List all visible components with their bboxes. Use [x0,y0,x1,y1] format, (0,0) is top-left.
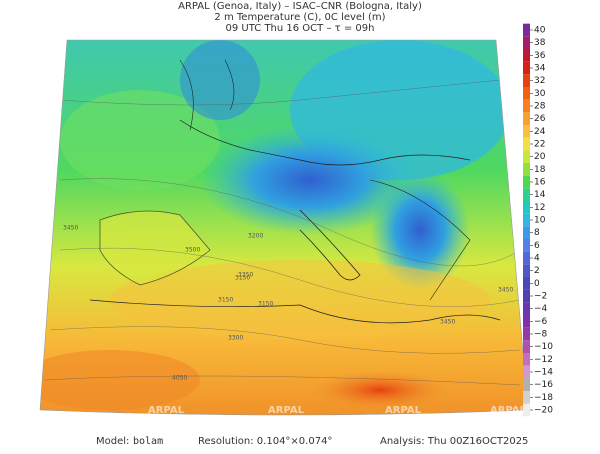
colorbar-label: 30 [534,89,546,99]
colorbar-swatch [523,353,530,366]
colorbar-swatch [523,23,530,37]
contour-label: 3450 [440,319,455,326]
colorbar-label: 26 [534,114,546,124]
watermark: ARPAL [148,405,185,416]
colorbar-swatch [523,74,530,87]
contour-label: 3450 [498,287,513,294]
colorbar-swatch [523,289,530,303]
colorbar-label: 10 [534,216,546,226]
colorbar-label: −2 [534,292,547,302]
colorbar-label: 12 [534,203,545,213]
colorbar-swatch [523,125,530,138]
colorbar-swatch [523,277,530,290]
colorbar-label: 28 [534,102,546,112]
colorbar-label: 24 [534,127,546,137]
contour-label: 3500 [185,247,200,254]
colorbar-label: 4 [534,254,540,264]
colorbar-label: 22 [534,140,545,150]
header-line: 2 m Temperature (C), 0C level (m) [214,12,385,23]
contour-label: 3200 [248,233,263,240]
colorbar-label: 14 [534,190,546,200]
colorbar-swatch [523,175,530,189]
colorbar-swatch [523,403,530,417]
resolution: Resolution: 0.104°×0.074° [198,436,332,447]
contour-label: 3150 [258,301,273,308]
watermark: ARPAL [268,405,305,416]
colorbar-label: 8 [534,228,540,238]
colorbar-swatch [523,112,530,125]
contour-label: 3350 [238,272,253,279]
model-label: Model: [96,436,129,447]
colorbar-label: −12 [534,355,553,365]
colorbar-swatch [523,188,530,201]
colorbar-label: −20 [534,406,553,416]
model: bolam [133,436,163,447]
colorbar-label: 38 [534,38,546,48]
colorbar-swatch [523,302,530,315]
colorbar-swatch [523,213,530,227]
colorbar-swatch [523,137,530,151]
colorbar-swatch [523,150,530,163]
colorbar: 4038363432302826242220181614121086420−2−… [523,23,553,417]
colorbar-swatch [523,163,530,176]
colorbar-label: 34 [534,64,546,74]
contour-label: 3300 [228,335,243,342]
contour-label: 4050 [172,375,187,382]
colorbar-swatch [523,365,530,379]
colorbar-label: 2 [534,266,540,276]
colorbar-swatch [523,340,530,353]
colorbar-swatch [523,315,530,328]
colorbar-label: 6 [534,241,540,251]
contour-label: 3150 [218,297,233,304]
header: ARPAL (Genoa, Italy) – ISAC–CNR (Bologna… [178,1,422,34]
colorbar-label: −18 [534,393,553,403]
colorbar-swatch [523,61,530,75]
colorbar-swatch [523,251,530,265]
colorbar-label: 16 [534,178,546,188]
colorbar-label: 32 [534,76,545,86]
colorbar-label: 40 [534,26,546,36]
colorbar-label: 36 [534,51,546,61]
watermark: ARPAL [490,405,527,416]
map [40,40,528,415]
header-line: ARPAL (Genoa, Italy) – ISAC–CNR (Bologna… [178,1,422,12]
colorbar-swatch [523,391,530,404]
colorbar-swatch [523,226,530,239]
analysis: Analysis: Thu 00Z16OCT2025 [380,436,528,447]
footer: Model: bolam Resolution: 0.104°×0.074° A… [96,436,528,447]
colorbar-swatch [523,264,530,277]
colorbar-label: −4 [534,304,548,314]
colorbar-swatch [523,87,530,100]
colorbar-label: 0 [534,279,540,289]
contour-labels: 3200 3150 3500 3450 3350 3450 3150 3300 4050 3450… [63,225,527,417]
colorbar-label: −16 [534,380,553,390]
colorbar-swatch [523,99,530,113]
colorbar-swatch [523,327,530,341]
contour-label: 3150 [235,275,250,282]
colorbar-swatch [523,378,530,391]
colorbar-label: 20 [534,152,546,162]
colorbar-label: −8 [534,330,548,340]
colorbar-label: −14 [534,368,553,378]
contour-label: 3450 [63,225,78,232]
header-line: 09 UTC Thu 16 OCT – τ = 09h [226,23,375,34]
colorbar-label: −10 [534,342,553,352]
colorbar-swatch [523,201,530,214]
colorbar-swatch [523,239,530,252]
colorbar-swatch [523,49,530,62]
colorbar-label: 18 [534,165,546,175]
map-frame [39,39,529,416]
colorbar-swatch [523,36,530,49]
colorbar-label: −6 [534,317,548,327]
watermark: ARPAL [385,405,422,416]
